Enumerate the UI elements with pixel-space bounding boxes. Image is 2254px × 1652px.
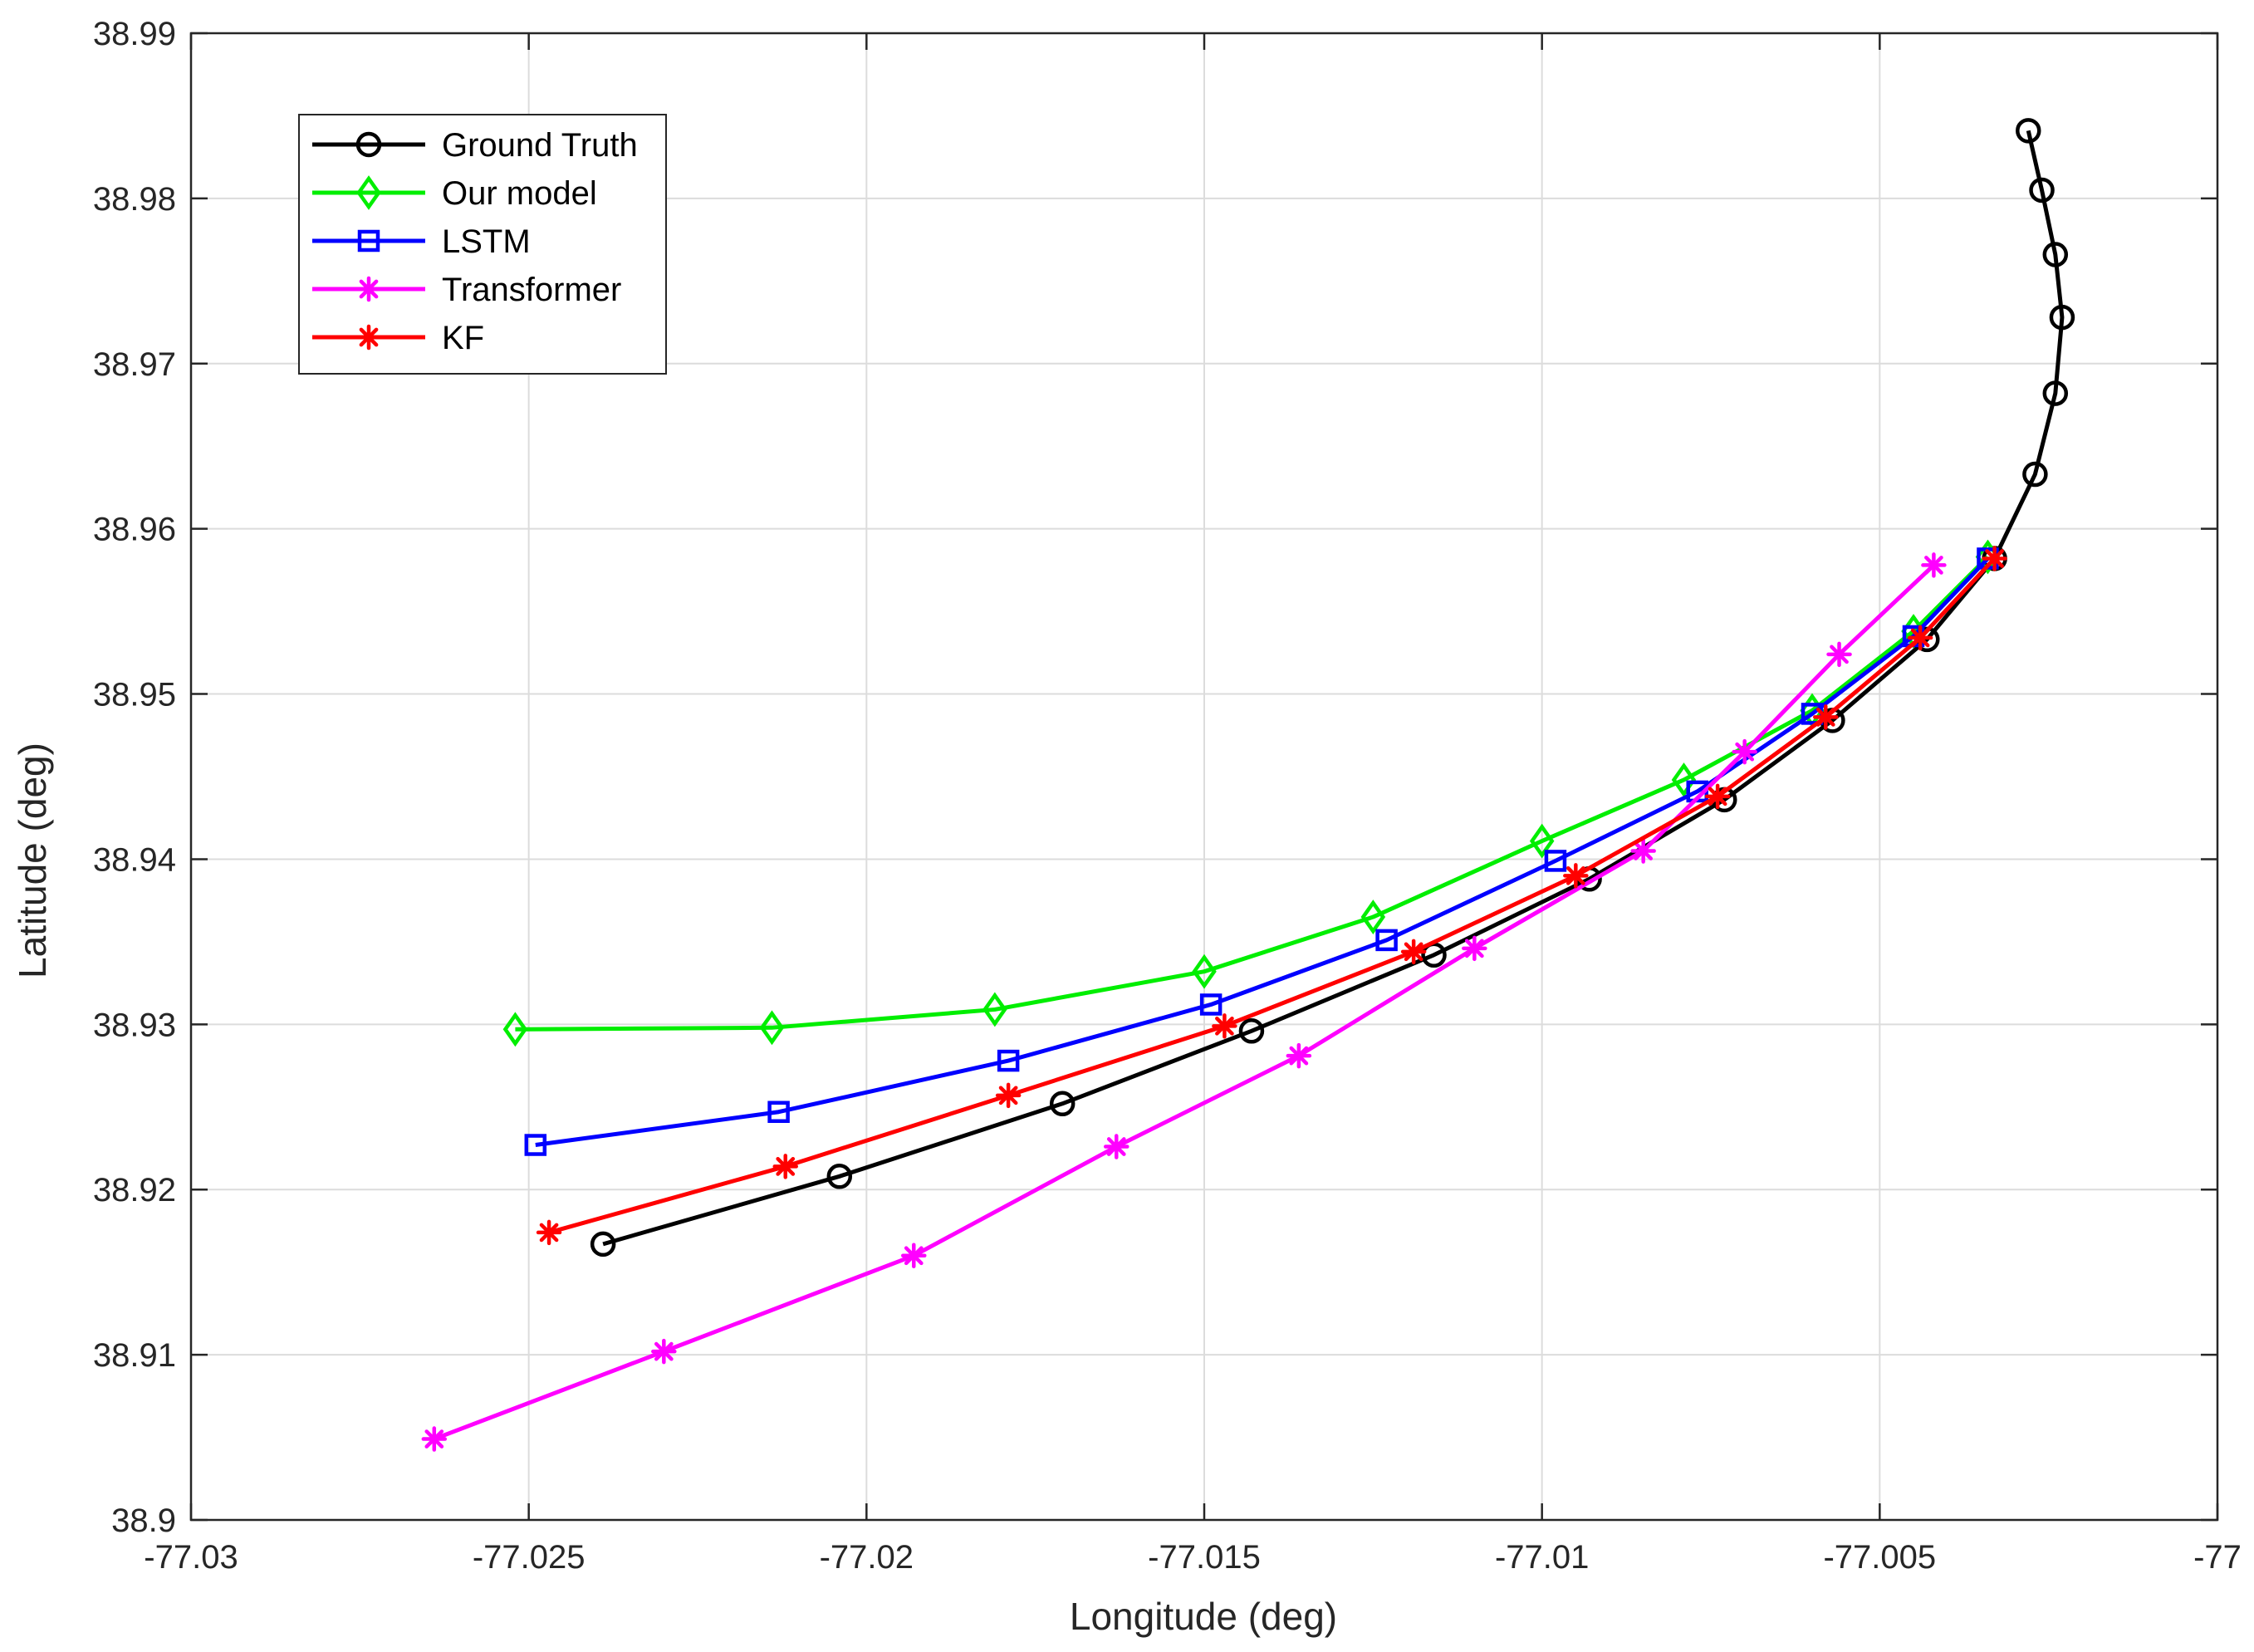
data-point-ground-truth	[2016, 118, 2041, 144]
legend-swatch-marker	[356, 175, 381, 210]
legend-swatch-marker	[355, 276, 382, 302]
data-point-ground-truth	[826, 1164, 853, 1189]
x-tick-label: -77.03	[144, 1539, 238, 1576]
legend: Ground Truth Our model LSTM Transformer KF	[298, 114, 667, 375]
series-line-our-model	[515, 555, 1990, 1032]
data-point-transformer	[1921, 552, 1947, 578]
legend-label: KF	[442, 320, 484, 356]
data-point-kf	[1212, 1013, 1237, 1039]
data-point-kf	[1704, 783, 1731, 810]
data-point-transformer	[1630, 838, 1656, 864]
y-tick-label: 38.93	[93, 1007, 176, 1043]
data-point-ground-truth	[2029, 177, 2055, 203]
x-tick-label: -77	[2193, 1539, 2242, 1576]
legend-item-lstm: LSTM	[312, 223, 531, 260]
data-point-our-model	[502, 1012, 528, 1047]
series-ground-truth	[590, 118, 2075, 1257]
legend-swatch-marker	[355, 324, 382, 350]
legend-label: LSTM	[442, 223, 531, 260]
data-point-ground-truth	[2049, 304, 2075, 331]
series-lstm	[524, 547, 1999, 1156]
data-point-lstm	[767, 1101, 790, 1123]
legend-label: Our model	[442, 175, 597, 212]
data-point-lstm	[1199, 993, 1223, 1016]
data-point-transformer	[901, 1243, 927, 1269]
data-point-lstm	[1375, 929, 1398, 952]
series-kf	[536, 546, 2007, 1246]
data-point-transformer	[421, 1426, 448, 1452]
data-point-ground-truth	[2042, 380, 2069, 406]
data-point-ground-truth	[2042, 242, 2069, 267]
series-line-ground-truth	[602, 130, 2065, 1247]
data-point-transformer	[651, 1338, 677, 1365]
legend-swatch-marker	[355, 131, 382, 158]
data-point-ground-truth	[2022, 461, 2048, 488]
data-point-kf	[536, 1219, 562, 1246]
y-tick-label: 38.95	[93, 677, 176, 713]
y-tick-label: 38.9	[111, 1502, 176, 1539]
data-point-our-model	[1360, 900, 1386, 934]
y-tick-label: 38.91	[93, 1337, 176, 1374]
data-point-transformer	[1286, 1042, 1312, 1069]
data-point-transformer	[1826, 641, 1852, 668]
data-point-ground-truth	[590, 1231, 616, 1257]
data-point-transformer	[1462, 935, 1487, 962]
axis-ticks	[189, 32, 2219, 1522]
x-tick-label: -77.01	[1495, 1539, 1589, 1576]
series-line-transformer	[433, 563, 1936, 1441]
series-layer	[421, 118, 2075, 1452]
y-tick-label: 38.96	[93, 512, 176, 548]
data-point-transformer	[1104, 1134, 1129, 1159]
data-point-kf	[1813, 704, 1839, 730]
y-tick-label: 38.98	[93, 181, 176, 218]
data-point-our-model	[1671, 762, 1697, 797]
data-point-our-model	[982, 992, 1007, 1027]
y-tick-label: 38.97	[93, 346, 176, 383]
data-point-ground-truth	[1238, 1018, 1265, 1044]
legend-label: Transformer	[442, 272, 621, 308]
legend-item-transformer: Transformer	[312, 272, 621, 308]
legend-swatch-marker	[357, 229, 380, 252]
y-tick-label: 38.99	[93, 16, 176, 52]
series-our-model	[502, 539, 2001, 1047]
data-point-our-model	[759, 1010, 785, 1046]
data-point-our-model	[1192, 953, 1217, 989]
x-tick-label: -77.005	[1823, 1539, 1936, 1576]
x-tick-label: -77.02	[820, 1539, 914, 1576]
x-tick-label: -77.025	[473, 1539, 586, 1576]
data-point-kf	[1907, 625, 1933, 651]
x-axis-label: Longitude (deg)	[1070, 1595, 1337, 1638]
data-point-kf	[1400, 939, 1427, 965]
data-point-lstm	[997, 1049, 1020, 1072]
legend-label: Ground Truth	[442, 127, 638, 164]
y-axis-label: Latitude (deg)	[11, 743, 54, 978]
data-point-kf	[1563, 863, 1589, 889]
legend-item-kf: KF	[312, 320, 484, 356]
data-point-transformer	[1732, 738, 1757, 765]
data-point-our-model	[1529, 823, 1555, 859]
x-tick-label: -77.015	[1148, 1539, 1261, 1576]
data-point-kf	[1982, 546, 2007, 571]
data-point-lstm	[524, 1134, 547, 1156]
y-tick-label: 38.92	[93, 1172, 176, 1208]
y-tick-label: 38.94	[93, 841, 176, 878]
legend-item-ground-truth: Ground Truth	[312, 127, 638, 164]
series-line-kf	[548, 556, 1997, 1235]
data-point-kf	[772, 1154, 798, 1179]
series-line-lstm	[535, 556, 1990, 1147]
data-point-lstm	[1544, 850, 1567, 872]
data-point-kf	[995, 1082, 1022, 1109]
series-transformer	[421, 552, 1947, 1452]
data-point-ground-truth	[1049, 1091, 1076, 1117]
tick-labels: -77.03 -77.025 -77.02 -77.015 -77.01 -77.005 -…	[93, 16, 2242, 1576]
legend-item-our-model: Our model	[312, 175, 597, 212]
